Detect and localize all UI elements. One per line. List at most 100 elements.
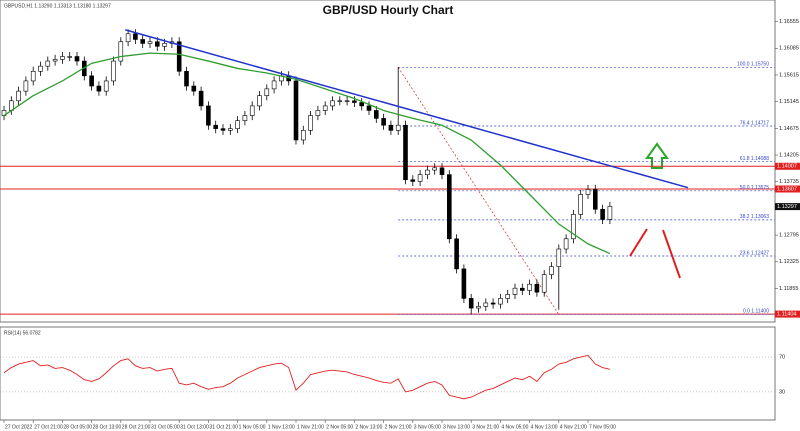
rsi-panel [0, 326, 776, 421]
candle-body [162, 43, 167, 47]
candle-body [45, 60, 51, 67]
candle-body [585, 189, 591, 195]
x-tick-label: 2 Nov 05:00 [326, 424, 353, 430]
candle-body [322, 105, 328, 111]
candle-body [410, 179, 416, 182]
candle-body [359, 102, 365, 107]
y-tick-label: 1.11855 [779, 286, 798, 292]
x-tick-label: 1 Nov 21:00 [297, 424, 324, 430]
level-box [775, 310, 800, 318]
candle-body [446, 174, 452, 240]
candle-body [381, 118, 386, 126]
fib-label: 61.8 1.14088 [740, 156, 769, 162]
candle-body [403, 124, 408, 181]
candle-body [337, 100, 343, 102]
candle-body [176, 41, 182, 72]
price-panel [0, 0, 776, 323]
candle-body [461, 268, 467, 299]
candle-body [30, 70, 36, 82]
x-tick-label: 3 Nov 13:00 [443, 424, 470, 430]
fib-label: 100.0 1.15750 [737, 62, 769, 68]
candle-body [417, 174, 423, 182]
candle-body [483, 302, 489, 307]
x-tick-label: 4 Nov 13:00 [531, 424, 558, 430]
candle-body [89, 75, 94, 87]
candle-body [206, 105, 211, 126]
candle-body [118, 41, 124, 62]
candle-body [1, 110, 7, 116]
candle-body [155, 41, 160, 47]
x-tick-label: 7 Nov 05:00 [589, 424, 616, 430]
x-tick-label: 27 Oct 2022 [5, 424, 32, 430]
y-tick-label: 1.12325 [779, 259, 799, 265]
y-tick-label: 1.14205 [779, 152, 799, 158]
x-tick-label: 28 Oct 13:00 [93, 424, 122, 430]
candle-body [257, 95, 262, 107]
x-tick-label: 27 Oct 21:00 [34, 424, 63, 430]
candle-body [388, 124, 394, 131]
current-price-box [775, 203, 800, 211]
x-tick-label: 28 Oct 05:00 [63, 424, 92, 430]
fib-diagonal [397, 67, 560, 315]
x-tick-label: 3 Nov 21:00 [472, 424, 499, 430]
candle-body [228, 128, 233, 131]
symbol-info: GBPUSD,H1 1.13290 1.13313 1.13180 1.1329… [4, 3, 111, 9]
candle-body [300, 130, 306, 141]
candle-body [468, 298, 474, 309]
candle-body [498, 298, 503, 305]
fib-label: 50.0 1.13575 [740, 185, 769, 191]
chart-title: GBP/USD Hourly Chart [323, 3, 454, 17]
x-tick-label: 31 Oct 13:00 [180, 424, 209, 430]
candle-body [366, 105, 372, 111]
candle-body [184, 70, 189, 87]
candle-body [439, 167, 445, 175]
candle-body [235, 120, 240, 129]
candle-body [111, 60, 116, 82]
candle-body [23, 80, 29, 92]
candle-body [505, 294, 511, 299]
candle-body [103, 80, 109, 92]
candle-body [220, 128, 226, 131]
candle-body [198, 90, 204, 107]
candle-body [125, 33, 131, 43]
candle-body [476, 306, 481, 309]
y-tick-label: 1.16555 [779, 19, 799, 25]
x-tick-label: 2 Nov 21:00 [385, 424, 412, 430]
level-label: 1.14007 [777, 164, 797, 170]
candle-body [607, 206, 613, 220]
fib-label: 38.2 1.13063 [740, 214, 769, 220]
candle-body [425, 169, 430, 175]
candle-body [16, 90, 21, 102]
projection-up [629, 228, 648, 257]
x-tick-label: 28 Oct 21:00 [122, 424, 151, 430]
projection-down [662, 229, 681, 279]
trend-line [124, 29, 689, 189]
candle-body [315, 110, 321, 116]
candle-body [519, 287, 525, 291]
x-tick-label: 31 Oct 21:00 [209, 424, 238, 430]
y-tick-label: 1.16085 [779, 46, 799, 52]
candle-body [133, 33, 138, 40]
candle-body [38, 65, 43, 72]
y-tick-label: 1.14675 [779, 126, 799, 132]
candle-body [549, 266, 554, 275]
rsi-label: RSI(14) 56.0782 [4, 330, 41, 336]
candle-body [600, 208, 605, 220]
candle-body [74, 56, 80, 62]
fib-label: 23.6 1.12427 [740, 250, 769, 256]
candle-body [147, 41, 153, 44]
candle-body [264, 88, 270, 96]
rsi-tick-label: 30 [779, 389, 785, 395]
rsi-line [3, 354, 611, 400]
x-tick-label: 31 Oct 05:00 [151, 424, 180, 430]
candle-body [541, 274, 547, 293]
x-tick-label: 1 Nov 13:00 [268, 424, 295, 430]
moving-average [3, 52, 611, 255]
x-tick-label: 3 Nov 05:00 [414, 424, 441, 430]
candle-body [373, 110, 379, 119]
x-tick-label: 4 Nov 05:00 [501, 424, 528, 430]
candle-body [578, 194, 584, 215]
candle-body [395, 124, 401, 131]
y-tick-label: 1.12795 [779, 233, 799, 239]
